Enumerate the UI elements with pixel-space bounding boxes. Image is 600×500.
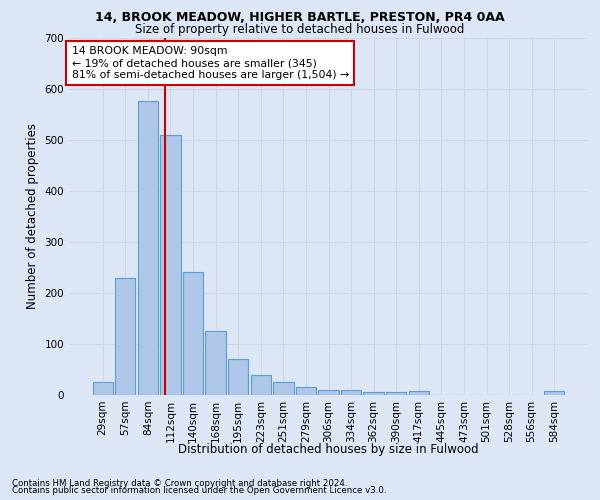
Bar <box>183 272 203 395</box>
Text: Distribution of detached houses by size in Fulwood: Distribution of detached houses by size … <box>178 442 479 456</box>
Text: 14 BROOK MEADOW: 90sqm
← 19% of detached houses are smaller (345)
81% of semi-de: 14 BROOK MEADOW: 90sqm ← 19% of detached… <box>71 46 349 80</box>
Text: 14, BROOK MEADOW, HIGHER BARTLE, PRESTON, PR4 0AA: 14, BROOK MEADOW, HIGHER BARTLE, PRESTON… <box>95 11 505 24</box>
Bar <box>364 392 384 395</box>
Bar <box>341 390 361 395</box>
Bar <box>115 278 136 395</box>
Y-axis label: Number of detached properties: Number of detached properties <box>26 123 39 309</box>
Bar <box>319 390 338 395</box>
Bar <box>228 359 248 395</box>
Bar <box>205 331 226 395</box>
Bar <box>251 374 271 395</box>
Text: Size of property relative to detached houses in Fulwood: Size of property relative to detached ho… <box>136 22 464 36</box>
Bar <box>296 388 316 395</box>
Bar <box>544 391 565 395</box>
Text: Contains HM Land Registry data © Crown copyright and database right 2024.: Contains HM Land Registry data © Crown c… <box>12 478 347 488</box>
Bar <box>92 382 113 395</box>
Bar <box>160 134 181 395</box>
Bar <box>386 392 406 395</box>
Bar <box>409 391 429 395</box>
Bar <box>138 102 158 395</box>
Text: Contains public sector information licensed under the Open Government Licence v3: Contains public sector information licen… <box>12 486 386 495</box>
Bar <box>273 382 293 395</box>
